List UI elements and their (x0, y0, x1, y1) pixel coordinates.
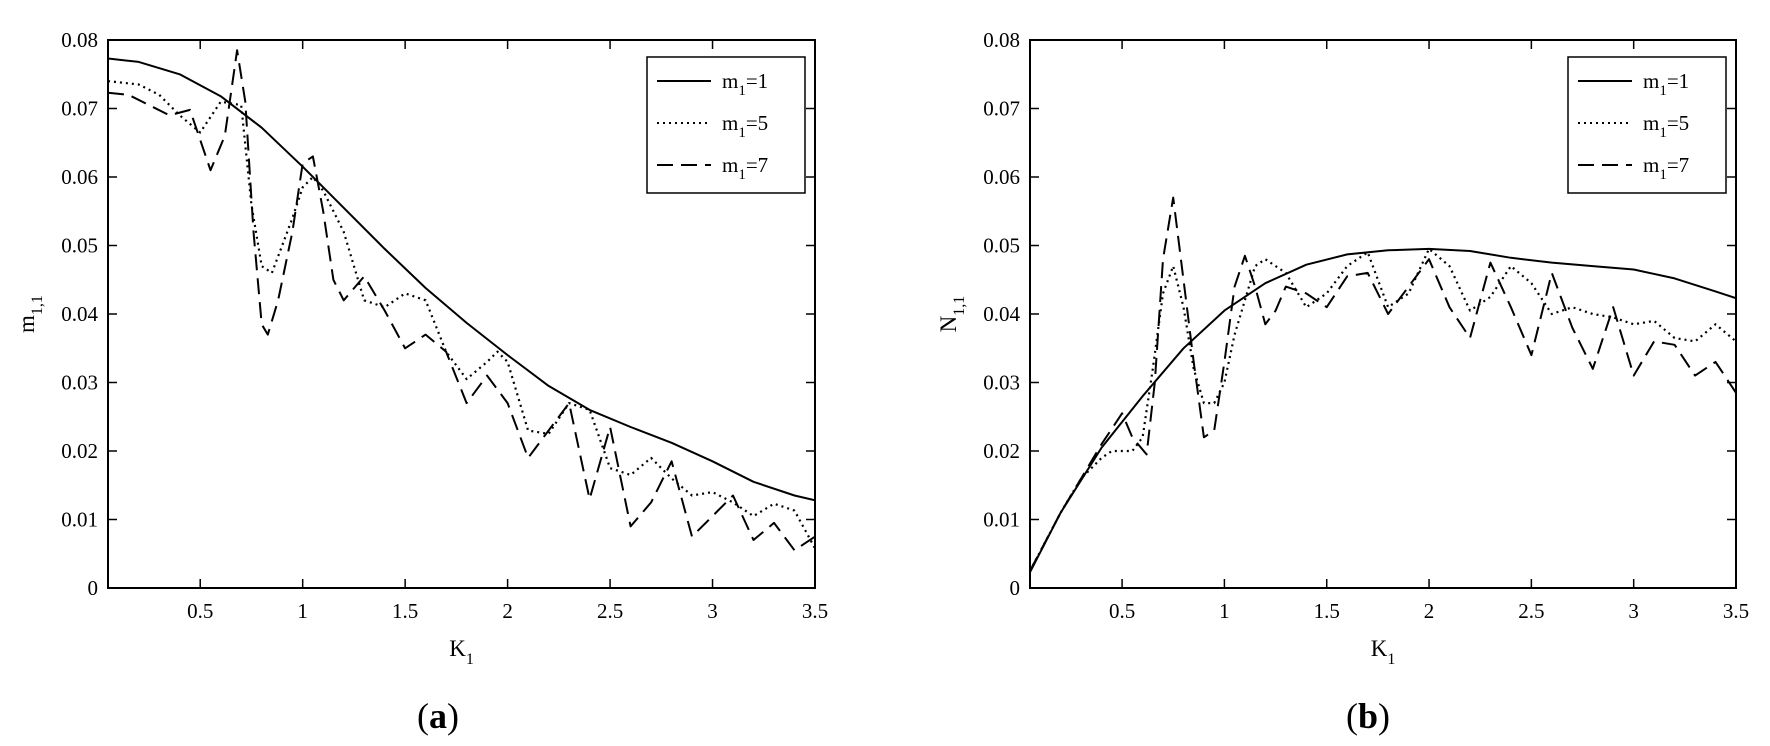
series-group (1030, 196, 1736, 573)
y-tick-label: 0.07 (61, 97, 98, 121)
x-tick-label: 2 (1424, 599, 1435, 623)
panel-caption: (a) (417, 696, 459, 736)
y-tick-label: 0.04 (983, 302, 1020, 326)
series-line-eq1 (108, 57, 815, 502)
legend: m1=1 m1=5 m1=7 (646, 56, 806, 194)
x-tick-label: 1 (297, 599, 308, 623)
y-tick-label: 0.08 (61, 28, 98, 52)
panel-a: 0.5 1 1.5 2 2.5 3 3.5 0 0.01 0.02 0.03 0.04 0.05 0.06… (14, 28, 828, 736)
y-axis-label: N1,1 (936, 296, 968, 333)
x-tick-label: 3 (707, 599, 718, 623)
legend-entry: m1=5 (722, 111, 768, 141)
x-tick-label: 1 (1219, 599, 1230, 623)
panel-caption: (b) (1346, 696, 1390, 736)
y-tick-label: 0 (88, 576, 99, 600)
legend-entry: m1=5 (1643, 111, 1689, 141)
y-tick-label: 0.05 (61, 234, 98, 258)
y-tick-label: 0.02 (61, 439, 98, 463)
y-tick-label: 0.07 (983, 97, 1020, 121)
series-line-eq5 (108, 80, 815, 549)
y-tick-label: 0.04 (61, 302, 98, 326)
legend-entry: m1=7 (722, 153, 768, 183)
y-axis-label: m1,1 (14, 295, 46, 333)
y-tick-label: 0.03 (61, 371, 98, 395)
x-tick-label: 1.5 (1314, 599, 1340, 623)
y-tick-label: 0.02 (983, 439, 1020, 463)
y-tick-label: 0.06 (61, 165, 98, 189)
y-tick-label: 0 (1010, 576, 1021, 600)
x-tick-label: 1.5 (392, 599, 418, 623)
x-tick-label: 3 (1628, 599, 1639, 623)
x-axis-label: K1 (449, 636, 474, 668)
series-line-eq1 (1030, 247, 1736, 573)
legend-entry: m1=1 (1643, 69, 1689, 99)
x-tick-label: 2.5 (597, 599, 623, 623)
legend-box (646, 56, 806, 194)
series-group (108, 49, 815, 552)
x-tick-label: 0.5 (187, 599, 213, 623)
x-tick-label: 3.5 (1723, 599, 1749, 623)
y-tick-label: 0.03 (983, 371, 1020, 395)
legend-box (1567, 56, 1727, 194)
y-tick-label: 0.01 (983, 508, 1020, 532)
panel-b: 0.5 1 1.5 2 2.5 3 3.5 0 0.01 0.02 0.03 0.04 0.05 0.06… (936, 28, 1749, 736)
series-line-eq7 (1030, 196, 1736, 572)
x-axis-label: K1 (1371, 636, 1396, 668)
x-tick-label: 2 (502, 599, 513, 623)
series-line-eq5 (1030, 247, 1736, 572)
series-line-eq7 (108, 49, 815, 552)
y-tick-label: 0.01 (61, 508, 98, 532)
y-tick-label: 0.05 (983, 234, 1020, 258)
legend-entry: m1=1 (722, 69, 768, 99)
legend-entry: m1=7 (1643, 153, 1689, 183)
x-tick-label: 2.5 (1518, 599, 1544, 623)
x-tick-label: 0.5 (1109, 599, 1135, 623)
x-tick-label: 3.5 (802, 599, 828, 623)
y-tick-label: 0.06 (983, 165, 1020, 189)
y-tick-label: 0.08 (983, 28, 1020, 52)
legend: m1=1 m1=5 m1=7 (1567, 56, 1727, 194)
